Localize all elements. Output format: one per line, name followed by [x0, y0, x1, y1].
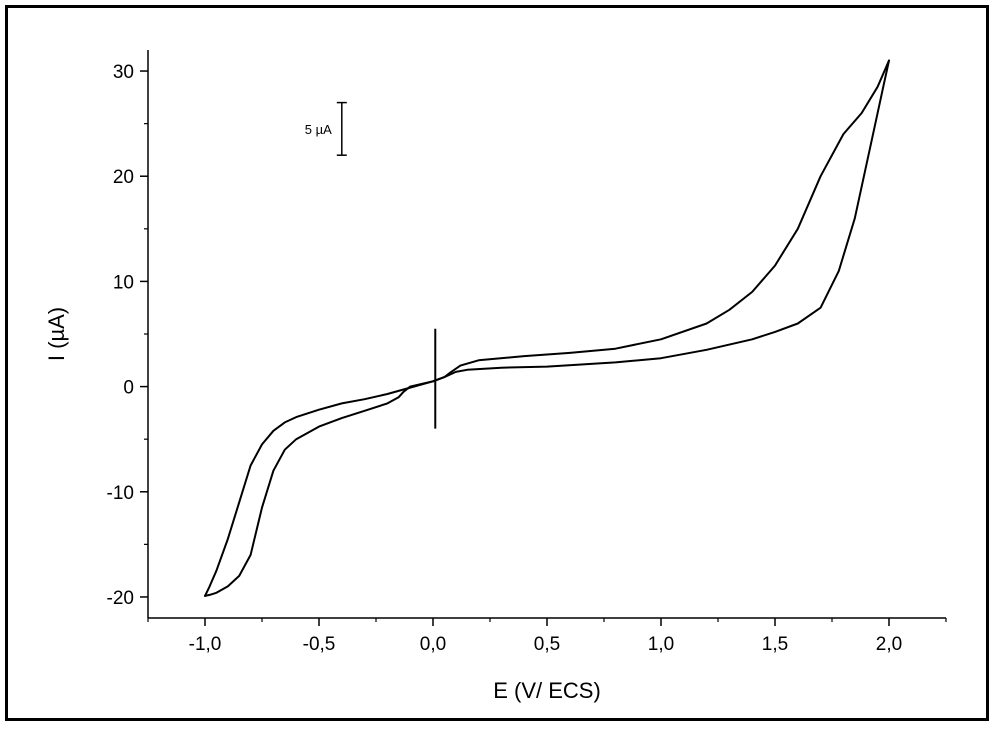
x-tick-label: 1,0	[648, 634, 674, 655]
annotations: 5 µA	[305, 101, 437, 429]
x-ticks: -1,0 -0,5 0,0 0,5 1,0 1,5 2,0	[147, 618, 947, 655]
x-tick-label: 0,0	[420, 634, 446, 655]
chart-frame	[5, 5, 989, 721]
y-tick-label: 20	[113, 167, 134, 188]
x-axis-title: E (V/ ECS)	[493, 678, 601, 703]
x-tick-label: -0,5	[303, 634, 336, 655]
y-axis-title: I (µA)	[44, 307, 69, 361]
y-tick-label: 10	[113, 272, 134, 293]
curves	[204, 59, 890, 597]
series-line-2	[432, 59, 890, 383]
y-tick-label: -20	[107, 588, 134, 609]
x-tick-label: -1,0	[189, 634, 222, 655]
series-line-1	[432, 59, 890, 383]
y-tick-label: 30	[113, 62, 134, 83]
y-ticks: -20 -10 0 10 20 30	[107, 62, 148, 609]
series-line-3	[204, 380, 434, 597]
axes	[147, 50, 946, 619]
x-tick-label: 2,0	[876, 634, 902, 655]
x-tick-label: 0,5	[534, 634, 560, 655]
y-tick-label: -10	[107, 483, 134, 504]
scale-bar-label: 5 µA	[305, 122, 332, 137]
y-tick-label: 0	[123, 378, 134, 399]
x-tick-label: 1,5	[762, 634, 788, 655]
series-line-4	[204, 380, 434, 597]
